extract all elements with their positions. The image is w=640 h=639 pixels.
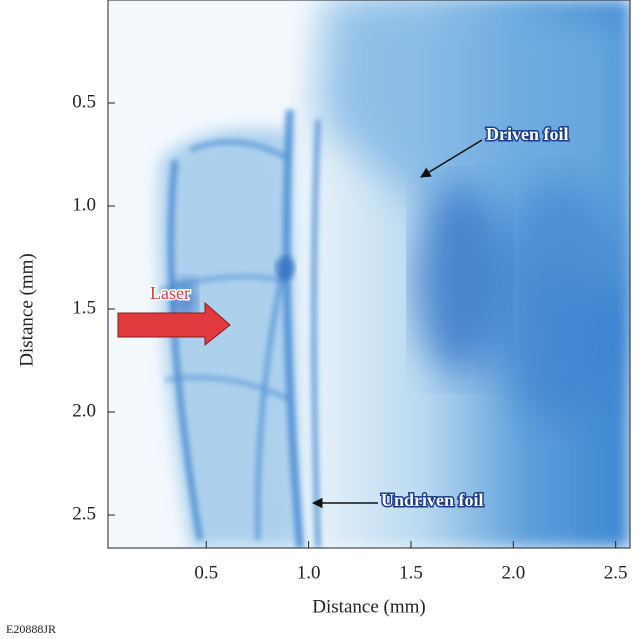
annotation: Driven foil — [486, 124, 569, 144]
annotation: Undriven foil — [381, 490, 484, 510]
y-axis-title: Distance (mm) — [16, 253, 37, 366]
y-tick-label: 1.0 — [72, 194, 96, 215]
y-tick-label: 2.5 — [72, 503, 96, 524]
y-tick-label: 2.0 — [72, 400, 96, 421]
y-tick-label: 0.5 — [72, 91, 96, 112]
x-tick-label: 2.0 — [501, 562, 525, 583]
y-tick-label: 1.5 — [72, 297, 96, 318]
figure-id: E20888JR — [6, 622, 56, 636]
x-axis-title: Distance (mm) — [312, 596, 425, 617]
x-tick-label: 1.5 — [399, 562, 423, 583]
x-tick-label: 2.5 — [604, 562, 628, 583]
x-tick-label: 1.0 — [297, 562, 321, 583]
annotation: Laser — [150, 283, 190, 303]
x-tick-label: 0.5 — [194, 562, 218, 583]
chart: Distance (mm) Distance (mm) E20888JR 0.5… — [0, 0, 640, 639]
radiograph — [108, 0, 630, 548]
